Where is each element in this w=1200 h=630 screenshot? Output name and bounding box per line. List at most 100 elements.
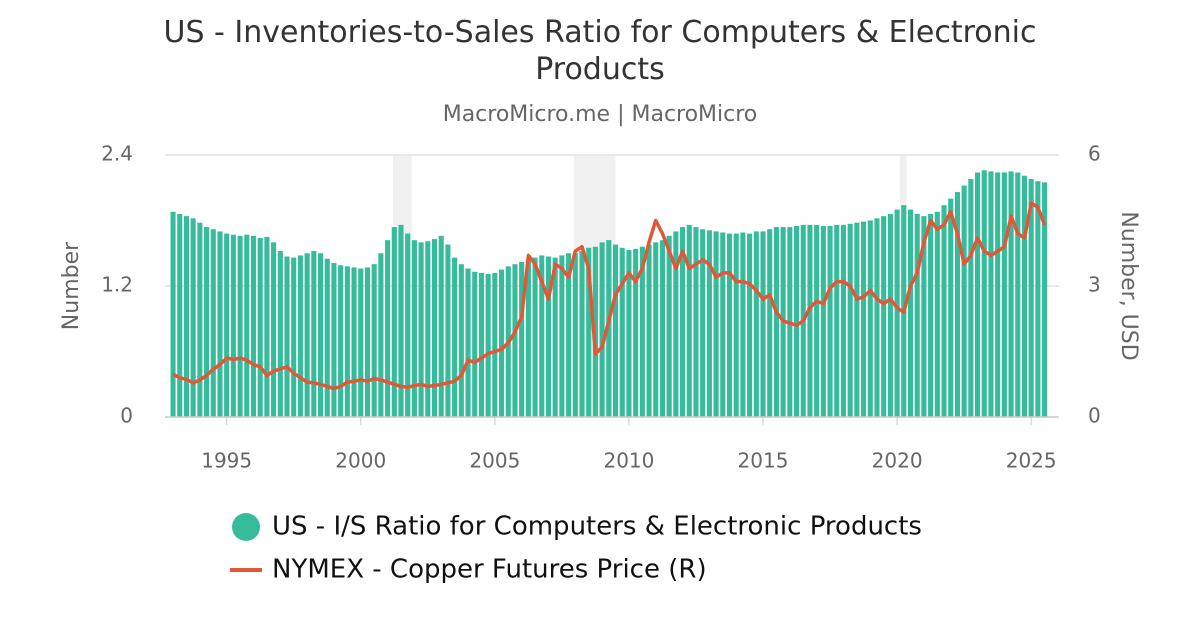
chart-title: US - Inventories-to-Sales Ratio for Comp… bbox=[163, 15, 1037, 87]
bar bbox=[545, 256, 552, 417]
bar bbox=[197, 222, 203, 417]
bar bbox=[988, 171, 994, 417]
line bbox=[172, 201, 1047, 391]
bar bbox=[827, 225, 833, 417]
bar bbox=[371, 264, 377, 417]
bar bbox=[887, 213, 893, 417]
bar bbox=[767, 229, 773, 417]
bar bbox=[666, 235, 672, 417]
bar bbox=[183, 216, 190, 417]
legend-label[interactable]: NYMEX - Copper Futures Price (R) bbox=[272, 555, 707, 585]
bar bbox=[814, 224, 820, 417]
bar bbox=[311, 251, 317, 417]
bar bbox=[230, 234, 236, 417]
bar bbox=[659, 240, 665, 417]
bar bbox=[793, 225, 800, 417]
y2-axis-title: Number, USD bbox=[1116, 211, 1141, 360]
bar bbox=[639, 246, 645, 417]
bar bbox=[975, 172, 981, 417]
bar bbox=[726, 233, 733, 417]
bar bbox=[425, 241, 431, 417]
bar bbox=[532, 257, 538, 417]
bar bbox=[552, 257, 558, 417]
bar bbox=[418, 242, 424, 417]
bar bbox=[1021, 175, 1028, 417]
bar bbox=[364, 267, 371, 417]
y-axis-title: Number bbox=[59, 241, 84, 330]
bar bbox=[210, 229, 216, 417]
bar bbox=[894, 209, 900, 417]
bar bbox=[250, 235, 257, 417]
bar bbox=[760, 231, 766, 417]
bar bbox=[304, 253, 310, 417]
bar bbox=[713, 231, 719, 417]
bar bbox=[914, 213, 920, 417]
bar bbox=[358, 268, 364, 417]
bar bbox=[706, 230, 712, 417]
bar bbox=[921, 216, 927, 417]
bar bbox=[874, 218, 880, 417]
x-tick-label: 2005 bbox=[469, 449, 520, 473]
bar bbox=[928, 213, 934, 417]
bar bbox=[271, 242, 277, 417]
x-tick-label: 2000 bbox=[335, 449, 386, 473]
bar bbox=[981, 170, 987, 417]
x-tick-label: 2020 bbox=[872, 449, 923, 473]
bar bbox=[733, 233, 739, 417]
bar bbox=[1042, 182, 1048, 417]
y2-tick-label: 3 bbox=[1088, 273, 1101, 297]
bar bbox=[1028, 179, 1034, 417]
legend-marker bbox=[232, 513, 260, 541]
bar bbox=[438, 235, 444, 417]
legend-label[interactable]: US - I/S Ratio for Computers & Electroni… bbox=[272, 512, 922, 542]
bar bbox=[847, 223, 853, 417]
x-tick-label: 1995 bbox=[201, 449, 252, 473]
bar bbox=[693, 227, 699, 417]
bar bbox=[452, 257, 458, 417]
bar bbox=[626, 249, 632, 417]
bar bbox=[492, 272, 498, 417]
bar bbox=[331, 263, 337, 417]
bar bbox=[854, 222, 860, 417]
y2-tick-label: 0 bbox=[1088, 404, 1101, 428]
bar bbox=[700, 229, 706, 417]
bar bbox=[961, 185, 967, 417]
bar bbox=[753, 231, 759, 417]
bar bbox=[867, 220, 873, 417]
bar bbox=[170, 211, 176, 417]
bar bbox=[747, 233, 753, 417]
bar bbox=[619, 247, 625, 417]
bar bbox=[586, 247, 592, 417]
x-tick-label: 2025 bbox=[1006, 449, 1057, 473]
bar bbox=[344, 266, 350, 417]
bar bbox=[834, 224, 840, 417]
bar bbox=[378, 253, 384, 417]
bar bbox=[338, 265, 344, 417]
bar bbox=[277, 251, 283, 417]
bar bbox=[204, 227, 210, 417]
bar bbox=[686, 224, 692, 417]
bar bbox=[458, 264, 464, 417]
bar bbox=[411, 240, 417, 417]
bar bbox=[1035, 181, 1041, 417]
bar bbox=[720, 232, 726, 417]
bar bbox=[244, 234, 250, 417]
bar bbox=[646, 244, 652, 417]
bar bbox=[391, 227, 397, 417]
bar bbox=[1015, 172, 1021, 417]
bar bbox=[217, 231, 223, 417]
bar bbox=[579, 251, 585, 417]
bar bbox=[673, 231, 679, 417]
bar bbox=[907, 209, 914, 417]
bar bbox=[385, 240, 391, 417]
bar bbox=[559, 255, 565, 417]
bar bbox=[941, 205, 947, 417]
bar bbox=[405, 233, 411, 417]
bar bbox=[612, 244, 619, 417]
bar bbox=[398, 224, 404, 417]
bar bbox=[840, 224, 847, 417]
bar bbox=[740, 232, 746, 417]
bar bbox=[861, 221, 867, 417]
bar bbox=[445, 244, 451, 417]
